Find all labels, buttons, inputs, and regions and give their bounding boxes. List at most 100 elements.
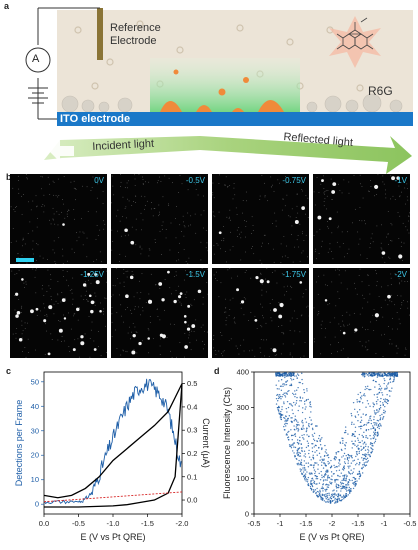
noise-pixel [362,197,364,199]
scatter-point [348,488,350,491]
scatter-point [363,442,366,444]
scatter-point [376,376,379,378]
scatter-point [358,470,361,473]
scatter-point [343,461,346,463]
scatter-point [344,426,347,428]
noise-pixel [343,324,344,326]
scatter-point [326,492,329,495]
noise-pixel [94,304,96,306]
scatter-point [299,396,301,398]
noise-pixel [338,269,340,271]
noise-pixel [398,278,400,280]
noise-pixel [280,262,282,263]
noise-pixel [259,347,261,349]
noise-pixel [248,320,250,321]
noise-pixel [324,191,326,192]
scatter-point [347,480,350,483]
noise-pixel [52,218,54,220]
scatter-point [298,447,300,450]
scatter-point [384,400,386,402]
noise-pixel [190,303,192,305]
scatter-point [280,410,282,413]
frame-voltage-label: -1.5V [185,270,205,279]
scatter-point [287,417,289,420]
scatter-point [276,388,279,390]
scatter-point [321,447,323,450]
noise-pixel [129,326,130,328]
y-left-tick-label: 10 [31,475,39,484]
noise-pixel [95,211,97,213]
noise-pixel [15,207,16,209]
scatter-point [299,455,302,457]
noise-pixel [123,286,125,287]
noise-pixel [58,213,60,215]
scatter-point [335,465,338,468]
noise-pixel [300,357,301,358]
noise-pixel [86,186,88,188]
scatter-point [303,467,306,469]
noise-pixel [398,238,400,239]
scatter-point [293,452,295,454]
noise-pixel [73,209,75,211]
noise-pixel [25,281,27,283]
scatter-point [357,393,359,396]
scatter-point [373,418,375,421]
noise-pixel [405,348,407,350]
scatter-point [342,455,345,457]
noise-pixel [366,258,368,259]
noise-pixel [323,274,325,276]
noise-pixel [323,175,324,177]
scatter-point [372,372,374,374]
scatter-point [296,439,299,441]
scatter-point [327,498,329,501]
scatter-point [303,434,305,436]
fluorescence-spot [279,302,284,308]
noise-pixel [243,297,245,299]
scatter-point [286,380,289,382]
scatter-point [305,430,308,433]
noise-pixel [336,211,338,213]
noise-pixel [289,216,291,218]
noise-pixel [218,183,220,185]
noise-pixel [359,207,361,209]
noise-pixel [388,343,390,345]
scatter-point [356,451,358,453]
noise-pixel [206,242,208,244]
noise-pixel [171,293,172,295]
noise-pixel [362,294,363,296]
scatter-point [342,478,345,480]
noise-pixel [62,263,64,264]
scatter-point [376,393,378,396]
scatter-point [379,419,381,421]
noise-pixel [14,211,16,212]
scatter-point [288,372,290,374]
noise-pixel [276,282,278,284]
noise-pixel [127,187,128,189]
scatter-point [372,406,375,408]
noise-pixel [234,322,236,324]
noise-pixel [329,303,331,305]
scatter-point [283,374,285,377]
scatter-point [359,391,362,394]
scatter-point [335,457,338,459]
scatter-point [312,479,314,481]
micrograph-frame: -1.75V [212,268,309,358]
scatter-point [331,475,333,477]
noise-pixel [122,349,124,351]
scatter-point [340,496,343,498]
scatter-point [343,494,345,497]
ito-electrode-label: ITO electrode [60,113,131,125]
noise-pixel [397,295,398,296]
noise-pixel [22,245,23,247]
noise-pixel [84,333,86,335]
noise-pixel [281,273,283,274]
scatter-point [380,372,382,374]
noise-pixel [331,232,333,234]
scatter-point [305,398,308,401]
noise-pixel [388,256,390,258]
noise-pixel [127,307,128,308]
scatter-point [345,442,347,444]
scatter-point [349,455,351,457]
noise-pixel [386,236,388,238]
